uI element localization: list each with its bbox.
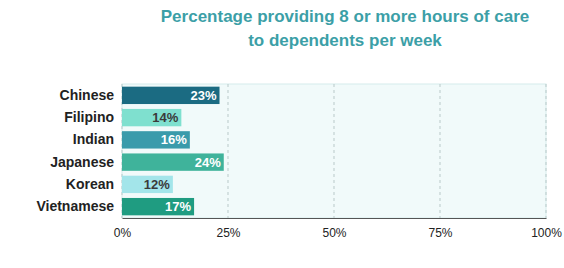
- x-axis: 0% 25% 50% 75% 100%: [114, 218, 562, 240]
- data-labels: 23% 14% 16% 24% 12% 17%: [144, 88, 221, 214]
- title-line: to dependents per week: [248, 31, 442, 50]
- bar: [122, 153, 224, 170]
- tick: Japanese: [50, 154, 122, 170]
- data-label: 23%: [190, 88, 216, 103]
- bars: [122, 87, 224, 216]
- title-line: Percentage providing 8 or more hours of …: [161, 7, 529, 26]
- grid-line: [440, 84, 441, 218]
- category-label: Chinese: [60, 87, 115, 103]
- plot-background: [122, 84, 546, 218]
- y-axis: Chinese Filipino Indian Japanese Korean Vietn…: [36, 85, 122, 219]
- data-label: 12%: [144, 177, 170, 192]
- data-label: 16%: [161, 132, 187, 147]
- tick: Filipino: [64, 109, 122, 125]
- tick-label: 100%: [531, 226, 562, 240]
- tick-label: 25%: [216, 226, 240, 240]
- chart-title: Percentage providing 8 or more hours of …: [161, 7, 529, 50]
- bar: [122, 87, 220, 104]
- tick: Vietnamese: [36, 198, 122, 214]
- tick: Korean: [66, 176, 122, 192]
- data-label: 24%: [195, 155, 221, 170]
- bar: [122, 176, 173, 193]
- tick: 0%: [114, 218, 132, 240]
- tick: Chinese: [60, 87, 122, 103]
- data-label: 17%: [165, 199, 191, 214]
- tick-label: 75%: [428, 226, 452, 240]
- grid: [122, 84, 546, 218]
- plot: 23% 14% 16% 24% 12% 17% 0% 25% 50% 75% 100% Chinese…: [36, 84, 562, 240]
- tick: 50%: [322, 218, 346, 240]
- tick-label: 0%: [114, 226, 132, 240]
- category-label: Vietnamese: [36, 198, 114, 214]
- axis-line: [122, 85, 123, 219]
- tick: 75%: [428, 218, 452, 240]
- grid-line: [546, 84, 547, 218]
- category-label: Japanese: [50, 154, 114, 170]
- grid-line: [122, 84, 123, 218]
- tick: Indian: [73, 131, 122, 147]
- bar: [122, 109, 181, 126]
- category-label: Indian: [73, 131, 114, 147]
- category-label: Filipino: [64, 109, 114, 125]
- grid-line: [228, 84, 229, 218]
- data-label: 14%: [152, 110, 178, 125]
- bar: [122, 198, 194, 215]
- tick-label: 50%: [322, 226, 346, 240]
- tick: 100%: [531, 218, 562, 240]
- category-label: Korean: [66, 176, 114, 192]
- axis-line: [123, 218, 547, 219]
- grid-line: [334, 84, 335, 218]
- tick: 25%: [216, 218, 240, 240]
- bar: [122, 131, 190, 148]
